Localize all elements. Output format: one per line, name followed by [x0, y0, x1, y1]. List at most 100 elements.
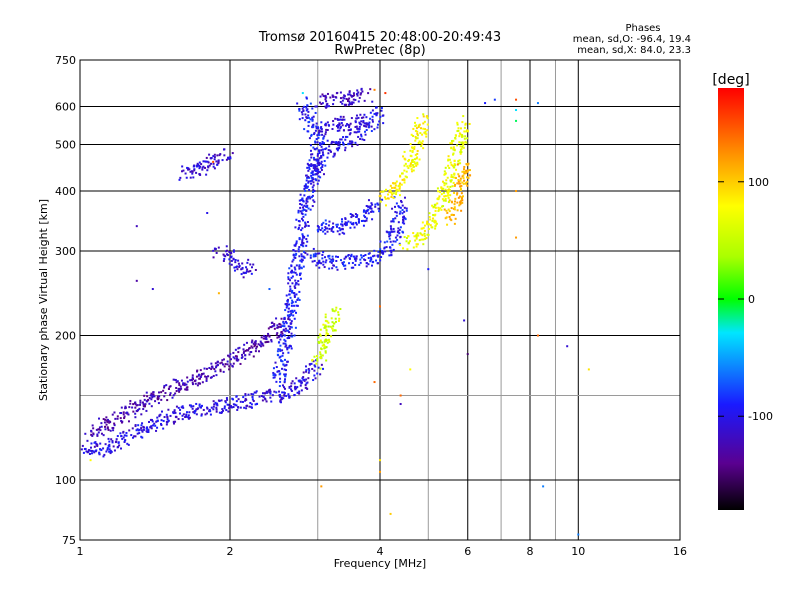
data-point — [465, 130, 468, 133]
data-point — [468, 122, 471, 125]
data-point — [447, 201, 450, 204]
data-point — [290, 269, 293, 272]
data-point — [425, 236, 428, 239]
data-point — [289, 344, 292, 347]
data-point — [264, 398, 267, 401]
data-point — [238, 265, 241, 268]
data-point — [305, 106, 308, 109]
data-point — [309, 102, 312, 105]
data-point — [296, 102, 299, 105]
data-point — [125, 431, 128, 434]
data-point — [382, 190, 385, 193]
data-point — [397, 221, 400, 224]
data-point — [413, 145, 416, 148]
data-point — [82, 451, 85, 454]
data-point — [397, 205, 400, 208]
data-point — [200, 374, 203, 377]
data-point — [318, 152, 321, 155]
data-point — [369, 260, 372, 263]
data-point — [437, 209, 440, 212]
data-point — [337, 313, 340, 316]
data-point — [416, 132, 419, 135]
data-point — [282, 363, 285, 366]
data-point — [172, 420, 175, 423]
data-point — [397, 227, 400, 230]
data-point — [342, 96, 345, 99]
colorbar-tick-label: 0 — [748, 293, 755, 306]
data-point — [295, 311, 298, 314]
data-point — [446, 223, 449, 226]
data-point — [388, 190, 391, 193]
data-point — [427, 223, 430, 226]
data-point — [350, 255, 353, 258]
data-point — [325, 100, 328, 103]
data-point — [254, 342, 257, 345]
data-point — [270, 326, 273, 329]
data-point — [375, 259, 378, 262]
data-point — [389, 184, 392, 187]
data-point — [447, 188, 450, 191]
data-point — [285, 306, 288, 309]
data-point — [135, 404, 138, 407]
data-point — [371, 218, 374, 221]
data-point — [373, 112, 376, 115]
data-point — [127, 443, 130, 446]
data-point — [314, 158, 317, 161]
data-point — [458, 195, 461, 198]
data-point — [373, 381, 376, 384]
data-point — [313, 164, 316, 167]
data-point — [416, 156, 419, 159]
data-point — [429, 218, 432, 221]
data-point — [322, 230, 325, 233]
data-point — [136, 410, 139, 413]
data-point — [306, 221, 309, 224]
data-point — [317, 127, 320, 130]
data-point — [99, 429, 102, 432]
data-point — [352, 92, 355, 95]
data-point — [291, 301, 294, 304]
data-point — [321, 344, 324, 347]
data-point — [272, 367, 275, 370]
data-point — [376, 126, 379, 129]
data-point — [313, 131, 316, 134]
data-point — [450, 214, 453, 217]
data-point — [444, 188, 447, 191]
data-point — [159, 422, 162, 425]
data-point — [348, 140, 351, 143]
data-point — [315, 264, 318, 267]
data-point — [182, 382, 185, 385]
data-point — [384, 197, 387, 200]
data-point — [87, 449, 90, 452]
data-point — [319, 339, 322, 342]
data-point — [247, 258, 250, 261]
data-point — [372, 210, 375, 213]
data-point — [289, 296, 292, 299]
data-point — [317, 228, 320, 231]
data-point — [348, 124, 351, 127]
data-point — [342, 136, 345, 139]
data-point — [313, 364, 316, 367]
colorbar-tick-label: 100 — [748, 176, 769, 189]
data-point — [459, 179, 462, 182]
data-point — [328, 227, 331, 230]
data-point — [320, 166, 323, 169]
data-point — [304, 365, 307, 368]
data-point — [314, 129, 317, 132]
data-point — [113, 411, 116, 414]
data-point — [394, 210, 397, 213]
data-point — [275, 333, 278, 336]
data-point — [245, 398, 248, 401]
data-point — [204, 375, 207, 378]
data-point — [311, 186, 314, 189]
data-point — [89, 459, 92, 462]
data-point — [189, 379, 192, 382]
data-point — [434, 209, 437, 212]
data-point — [173, 409, 176, 412]
data-point — [111, 440, 114, 443]
data-point — [390, 230, 393, 233]
data-point — [231, 397, 234, 400]
data-point — [162, 419, 165, 422]
data-point — [192, 165, 195, 168]
data-point — [210, 162, 213, 165]
data-point — [426, 220, 429, 223]
